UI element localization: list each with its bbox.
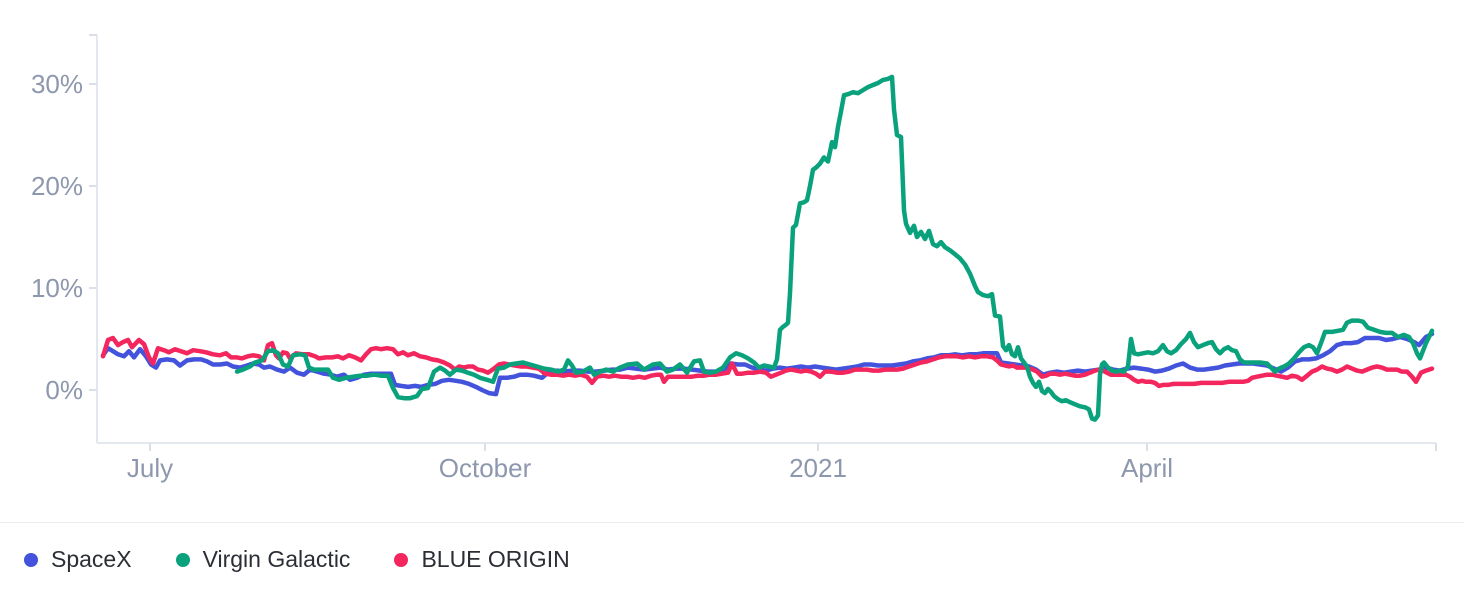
line-chart: 30% 20% 10% 0% July October 2021 April xyxy=(31,34,1437,483)
legend-dot-spacex-icon xyxy=(24,552,38,567)
legend-label-spacex: SpaceX xyxy=(51,546,132,572)
chart-legend: SpaceX Virgin Galactic BLUE ORIGIN xyxy=(24,548,570,571)
x-tick-label: July xyxy=(127,453,173,483)
y-tick-label: 0% xyxy=(45,375,83,405)
legend-divider xyxy=(0,522,1464,523)
legend-label-virgin-galactic: Virgin Galactic xyxy=(202,546,351,572)
legend-dot-virgin-galactic-icon xyxy=(175,552,190,567)
y-tick-label: 20% xyxy=(31,171,83,201)
legend-dot-blue-origin-icon xyxy=(394,552,409,567)
series-line-virgin-galactic xyxy=(234,74,1435,422)
legend-item-blue-origin[interactable]: BLUE ORIGIN xyxy=(394,546,570,572)
y-tick-label: 30% xyxy=(31,69,83,99)
legend-item-virgin-galactic[interactable]: Virgin Galactic xyxy=(175,546,351,572)
y-tick-label: 10% xyxy=(31,273,83,303)
legend-item-spacex[interactable]: SpaceX xyxy=(24,548,132,571)
x-tick-label: 2021 xyxy=(789,453,847,483)
axis-lines xyxy=(96,35,1436,444)
x-tick-label: October xyxy=(439,453,532,483)
x-tick-label: April xyxy=(1121,453,1173,483)
legend-label-blue-origin: BLUE ORIGIN xyxy=(421,546,570,572)
series-line-blue-origin xyxy=(100,335,1435,389)
